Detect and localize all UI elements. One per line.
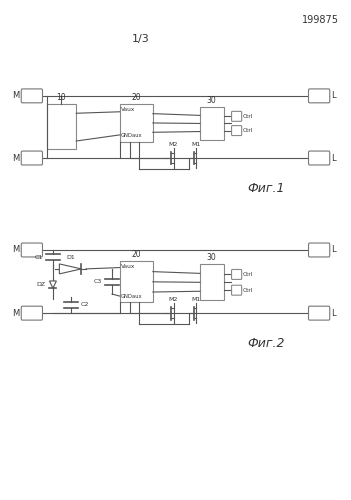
FancyBboxPatch shape <box>21 151 42 165</box>
Text: Ctrl: Ctrl <box>243 128 253 133</box>
Bar <box>47 104 76 149</box>
Text: 199875: 199875 <box>302 16 339 26</box>
Text: M2: M2 <box>169 296 178 302</box>
Text: M2: M2 <box>169 142 178 146</box>
FancyBboxPatch shape <box>21 243 42 257</box>
Text: Ctrl: Ctrl <box>243 288 253 292</box>
FancyBboxPatch shape <box>21 306 42 320</box>
Text: C2: C2 <box>81 302 89 308</box>
Text: Фиг.1: Фиг.1 <box>247 182 285 195</box>
Polygon shape <box>49 281 57 288</box>
Bar <box>200 264 224 300</box>
Bar <box>120 262 153 302</box>
Text: L: L <box>331 92 336 100</box>
Text: 30: 30 <box>207 254 217 262</box>
Text: L: L <box>331 308 336 318</box>
Text: 30: 30 <box>207 96 217 106</box>
FancyBboxPatch shape <box>309 89 330 103</box>
Text: L: L <box>331 246 336 254</box>
Text: 10: 10 <box>57 94 66 102</box>
Text: C3: C3 <box>94 280 102 284</box>
Text: 1/3: 1/3 <box>132 34 150 44</box>
FancyBboxPatch shape <box>309 306 330 320</box>
Text: Vaux: Vaux <box>121 107 135 112</box>
FancyBboxPatch shape <box>232 126 241 136</box>
Text: GNDaux: GNDaux <box>121 294 143 298</box>
Text: M: M <box>12 246 20 254</box>
Text: 20: 20 <box>132 250 141 260</box>
Text: 20: 20 <box>132 94 141 102</box>
Text: D1: D1 <box>66 255 75 260</box>
Text: M: M <box>12 308 20 318</box>
FancyBboxPatch shape <box>232 270 241 280</box>
Bar <box>120 104 153 142</box>
Text: M1: M1 <box>191 142 201 146</box>
Text: L: L <box>331 154 336 162</box>
Polygon shape <box>59 264 81 274</box>
Text: Фиг.2: Фиг.2 <box>247 337 285 350</box>
FancyBboxPatch shape <box>309 243 330 257</box>
Text: GNDaux: GNDaux <box>121 133 143 138</box>
Text: Ctrl: Ctrl <box>243 114 253 119</box>
Text: Vaux: Vaux <box>121 264 135 269</box>
Text: M1: M1 <box>191 296 201 302</box>
FancyBboxPatch shape <box>232 285 241 295</box>
FancyBboxPatch shape <box>309 151 330 165</box>
Text: C1: C1 <box>35 255 43 260</box>
Text: M: M <box>12 154 20 162</box>
Bar <box>200 108 224 140</box>
FancyBboxPatch shape <box>21 89 42 103</box>
Text: Ctrl: Ctrl <box>243 272 253 277</box>
FancyBboxPatch shape <box>232 112 241 122</box>
Text: M: M <box>12 92 20 100</box>
Text: DZ: DZ <box>36 282 45 287</box>
